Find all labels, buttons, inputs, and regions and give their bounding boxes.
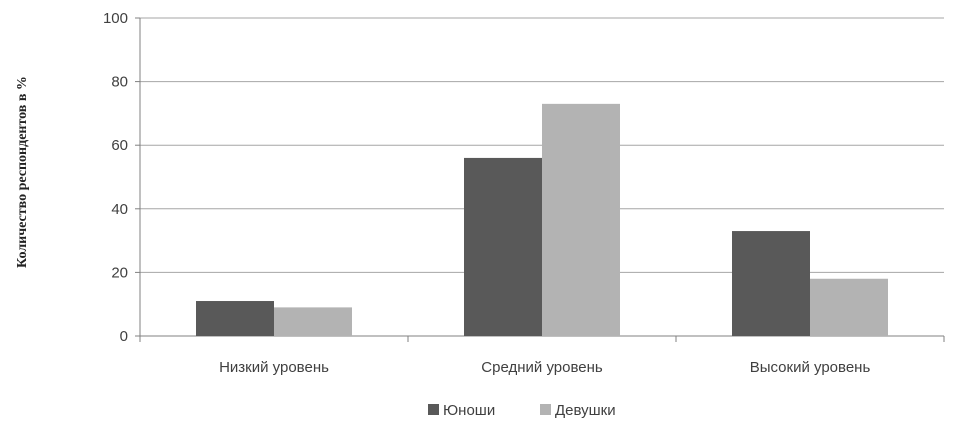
y-axis-label: Количество респондентов в % (15, 76, 30, 268)
y-tick-label: 80 (111, 74, 128, 91)
y-axis-ticks: 0 20 40 60 80 100 (103, 10, 140, 345)
bar-devushki-1 (542, 103, 620, 336)
bar-devushki-0 (274, 307, 352, 336)
y-tick-label: 20 (111, 264, 128, 281)
bars (196, 103, 888, 336)
legend-label: Юноши (443, 402, 495, 419)
legend: Юноши Девушки (428, 402, 616, 419)
legend-swatch (540, 404, 551, 415)
x-category-label: Средний уровень (481, 359, 603, 376)
x-axis-categories: Низкий уровень Средний уровень Высокий уро… (219, 359, 870, 376)
bar-devushki-2 (810, 278, 888, 336)
y-tick-label: 100 (103, 10, 128, 27)
bar-yunoshi-1 (464, 157, 542, 336)
bar-yunoshi-0 (196, 301, 274, 336)
legend-label: Девушки (555, 402, 616, 419)
y-tick-label: 60 (111, 137, 128, 154)
x-category-label: Высокий уровень (750, 359, 871, 376)
x-category-label: Низкий уровень (219, 359, 329, 376)
y-tick-label: 40 (111, 201, 128, 218)
y-tick-label: 0 (120, 328, 128, 345)
bar-yunoshi-2 (732, 231, 810, 336)
legend-swatch (428, 404, 439, 415)
